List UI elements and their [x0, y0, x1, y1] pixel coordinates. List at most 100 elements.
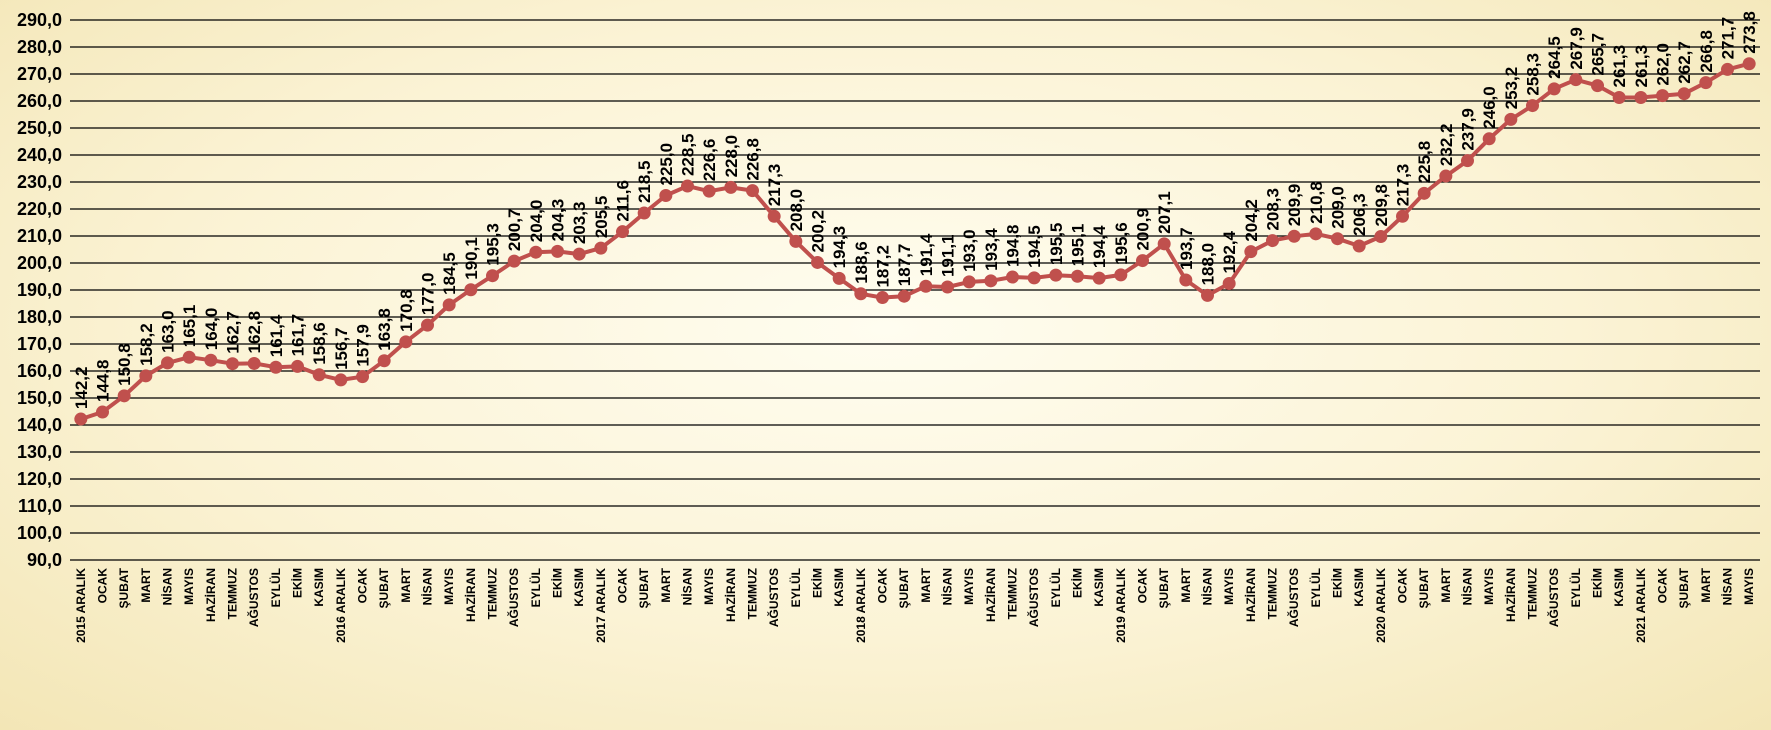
data-point: [984, 274, 998, 288]
data-point: [1721, 62, 1734, 76]
x-tick-label: EYLÜL: [1048, 568, 1063, 607]
data-point: [1201, 288, 1214, 302]
data-label: 226,8: [744, 138, 763, 181]
y-tick-label: 240,0: [17, 145, 62, 165]
data-point: [962, 275, 976, 289]
x-tick-label: 2018 ARALIK: [854, 568, 868, 643]
x-tick-label: HAZİRAN: [983, 568, 998, 622]
data-label: 217,3: [765, 164, 784, 207]
x-tick-label: MART: [399, 567, 413, 602]
data-point: [1352, 239, 1366, 253]
y-tick-label: 190,0: [17, 280, 62, 300]
y-tick-label: 170,0: [17, 334, 62, 354]
x-tick-label: OCAK: [616, 568, 630, 604]
data-label: 161,7: [289, 314, 308, 357]
data-point: [1742, 57, 1756, 71]
x-tick-label: OCAK: [96, 568, 110, 604]
x-tick-label: MAYIS: [1742, 568, 1756, 605]
x-tick-label: HAZİRAN: [1243, 568, 1258, 622]
data-point: [1504, 112, 1518, 126]
x-tick-label: NİSAN: [1200, 568, 1215, 605]
y-tick-label: 110,0: [18, 496, 62, 516]
x-tick-label: 2019 ARALIK: [1114, 568, 1128, 643]
x-tick-label: MAYIS: [1482, 568, 1496, 605]
x-tick-label: 2020 ARALIK: [1374, 568, 1388, 643]
x-tick-label: HAZİRAN: [203, 568, 218, 622]
data-label: 228,5: [679, 134, 698, 177]
x-tick-label: MART: [1699, 567, 1713, 602]
data-point: [1179, 273, 1193, 287]
data-label: 253,2: [1502, 67, 1521, 110]
data-point: [1157, 237, 1171, 251]
data-label: 209,8: [1372, 184, 1391, 227]
data-label: 225,8: [1415, 141, 1434, 184]
data-label: 150,8: [115, 343, 134, 386]
data-label: 209,9: [1285, 184, 1304, 227]
data-label: 158,2: [137, 323, 156, 366]
data-point: [616, 225, 629, 239]
data-label: 163,0: [159, 310, 178, 353]
y-tick-label: 290,0: [17, 10, 62, 30]
data-label: 205,5: [592, 196, 611, 239]
x-tick-label: MAYIS: [442, 568, 456, 605]
data-label: 262,0: [1654, 43, 1673, 86]
y-tick-label: 160,0: [17, 361, 62, 381]
data-label: 194,5: [1025, 225, 1044, 268]
data-label: 217,3: [1394, 164, 1413, 207]
data-point: [811, 255, 824, 269]
data-point: [1439, 169, 1453, 183]
y-tick-label: 90,0: [27, 550, 62, 570]
data-point: [399, 335, 413, 349]
gridlines: [70, 19, 1760, 561]
data-label: 265,7: [1589, 33, 1608, 76]
data-label: 162,7: [224, 311, 243, 354]
data-point: [681, 179, 694, 193]
data-label: 193,7: [1177, 227, 1196, 270]
data-label: 271,7: [1719, 17, 1738, 60]
x-tick-label: NİSAN: [160, 568, 175, 605]
x-tick-label: EKİM: [290, 568, 305, 598]
y-tick-label: 250,0: [17, 118, 62, 138]
data-point: [1417, 186, 1431, 200]
data-label: 161,4: [267, 314, 286, 357]
x-tick-label: NİSAN: [420, 568, 435, 605]
x-tick-label: 2021 ARALIK: [1634, 568, 1648, 643]
x-tick-label: TEMMUZ: [746, 568, 760, 619]
data-point: [1656, 89, 1669, 103]
data-point: [702, 184, 716, 198]
data-point: [1461, 154, 1474, 168]
data-point: [247, 356, 261, 370]
data-point: [1547, 82, 1561, 96]
x-tick-label: ŞUBAT: [1677, 567, 1691, 608]
data-label: 195,3: [484, 223, 503, 266]
x-tick-label: EKİM: [550, 568, 565, 598]
x-tick-label: KASIM: [1092, 568, 1106, 607]
data-points: [74, 57, 1756, 426]
y-tick-label: 210,0: [17, 226, 62, 246]
data-point: [182, 350, 196, 364]
data-point: [876, 291, 889, 305]
x-tick-label: TEMMUZ: [1526, 568, 1540, 619]
x-tick-label: MART: [1179, 567, 1193, 602]
data-label: 211,6: [614, 180, 633, 222]
x-tick-label: EYLÜL: [1308, 568, 1323, 607]
data-label: 192,4: [1220, 230, 1239, 273]
data-label: 273,8: [1740, 11, 1759, 54]
x-tick-label: MAYIS: [1222, 568, 1236, 605]
x-tick-label: EKİM: [1590, 568, 1605, 598]
data-label: 261,3: [1632, 45, 1651, 88]
data-point: [1287, 229, 1301, 243]
data-label: 200,9: [1134, 208, 1153, 251]
data-point: [1309, 227, 1323, 241]
y-tick-label: 150,0: [17, 388, 62, 408]
y-tick-label: 280,0: [17, 37, 62, 57]
x-tick-label: HAZİRAN: [1503, 568, 1518, 622]
data-label: 191,4: [917, 233, 936, 276]
data-label: 195,6: [1112, 222, 1131, 265]
data-label: 204,3: [549, 199, 568, 242]
y-tick-label: 120,0: [17, 469, 62, 489]
data-point: [1591, 79, 1604, 93]
data-label: 208,0: [787, 189, 806, 232]
data-point: [1049, 268, 1063, 282]
x-tick-label: MART: [1439, 567, 1453, 602]
